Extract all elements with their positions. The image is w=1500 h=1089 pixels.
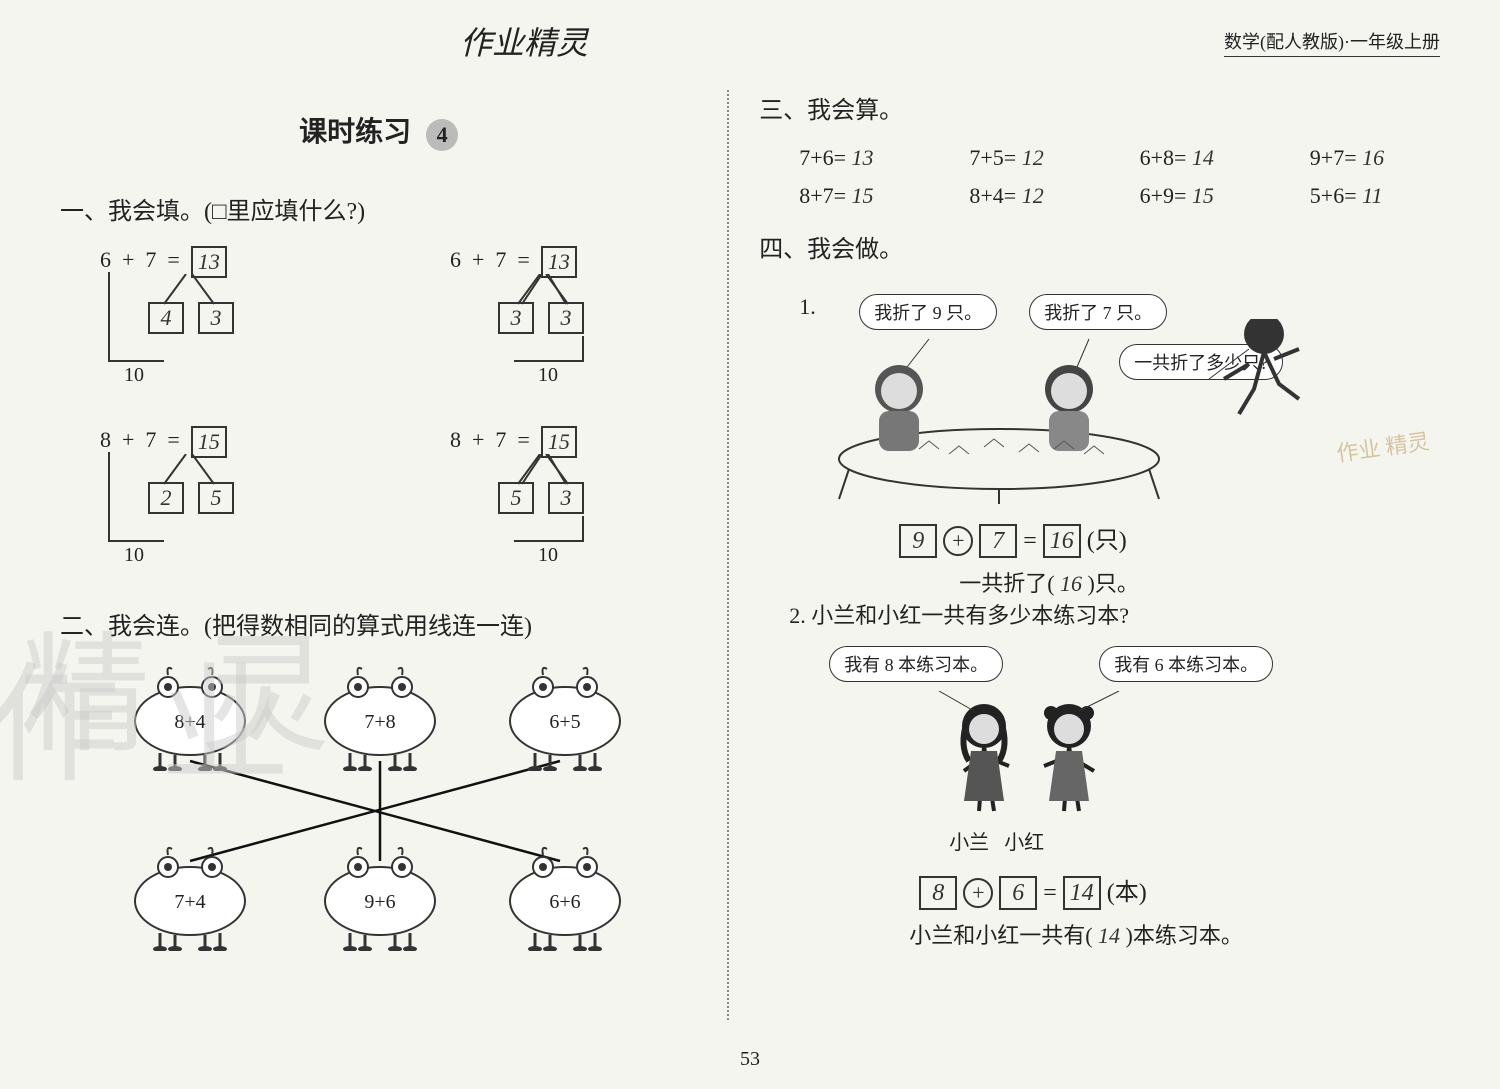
- frog-expression: 6+5: [495, 711, 635, 734]
- section-3-head: 三、我会算。: [759, 90, 1450, 125]
- equation-box: 9: [899, 524, 937, 558]
- word-problem-2: 2. 小兰和小红一共有多少本练习本? 我有 8 本练习本。 我有 6 本练习本。: [789, 598, 1450, 950]
- equation-unit: (本): [1107, 880, 1147, 906]
- section-2-head: 二、我会连。(把得数相同的算式用线连一连): [60, 606, 697, 641]
- decomposition-diagram: 8 + 7 = 152510: [100, 426, 330, 566]
- calc-item: 8+4= 12: [969, 183, 1109, 209]
- frog-card: 9+6: [310, 841, 450, 956]
- q4-1-num: 1.: [799, 294, 816, 320]
- frog-expression: 7+8: [310, 711, 450, 734]
- frog-card: 7+4: [120, 841, 260, 956]
- name-label: 小红: [1004, 832, 1044, 854]
- equation-answer: 16: [1043, 524, 1081, 558]
- lesson-title: 课时练习 4: [60, 110, 697, 151]
- answer-suffix: )只。: [1088, 571, 1139, 596]
- speech-bubble: 我有 8 本练习本。: [829, 646, 1003, 682]
- frog-expression: 7+4: [120, 891, 260, 914]
- section-1-head: 一、我会填。(□里应填什么?): [60, 191, 697, 226]
- calculation-grid: 7+6= 13 7+5= 12 6+8= 14 9+7= 16 8+7= 15 8+4= …: [799, 145, 1450, 209]
- kids-illustration: [809, 319, 1309, 509]
- frog-card: 8+4: [120, 661, 260, 776]
- page-number: 53: [740, 1048, 760, 1071]
- equation-box: 7: [979, 524, 1017, 558]
- frog-card: 6+5: [495, 661, 635, 776]
- equation-op: +: [943, 526, 973, 556]
- calc-item: 7+5= 12: [969, 145, 1109, 171]
- frog-card: 6+6: [495, 841, 635, 956]
- frog-expression: 6+6: [495, 891, 635, 914]
- calc-item: 6+8= 14: [1140, 145, 1280, 171]
- answer-sentence: 小兰和小红一共有( 14 )本练习本。: [909, 918, 1450, 950]
- brand-title: 作业精灵: [460, 18, 588, 64]
- answer-sentence: 一共折了( 16 )只。: [959, 566, 1450, 598]
- frog-expression: 8+4: [120, 711, 260, 734]
- answer-value: 16: [1060, 571, 1082, 596]
- calc-item: 9+7= 16: [1310, 145, 1450, 171]
- section-4-head: 四、我会做。: [759, 229, 1450, 264]
- decomposition-diagram: 6 + 7 = 133310: [450, 246, 680, 386]
- equation-unit: (只): [1087, 528, 1127, 554]
- decomposition-diagram: 8 + 7 = 155310: [450, 426, 680, 566]
- frog-expression: 9+6: [310, 891, 450, 914]
- calc-item: 8+7= 15: [799, 183, 939, 209]
- answer-prefix: 小兰和小红一共有(: [909, 923, 1092, 948]
- header-subject: 数学(配人教版)·一年级上册: [1224, 28, 1440, 57]
- equation-op: +: [963, 878, 993, 908]
- answer-suffix: )本练习本。: [1126, 923, 1243, 948]
- decomposition-diagram: 6 + 7 = 134310: [100, 246, 330, 386]
- q4-2-title: 2. 小兰和小红一共有多少本练习本?: [789, 598, 1450, 630]
- calc-item: 7+6= 13: [799, 145, 939, 171]
- name-label: 小兰: [949, 832, 989, 854]
- answer-prefix: 一共折了(: [959, 571, 1054, 596]
- equation-answer: 14: [1063, 876, 1101, 910]
- character-names: 小兰 小红: [949, 826, 1044, 855]
- lesson-number-badge: 4: [426, 119, 458, 151]
- speech-bubble: 我有 6 本练习本。: [1099, 646, 1273, 682]
- calc-item: 6+9= 15: [1140, 183, 1280, 209]
- calc-item: 5+6= 11: [1310, 183, 1450, 209]
- equation-line: 8 + 6 = 14 (本): [919, 872, 1450, 910]
- girls-illustration: [929, 691, 1129, 831]
- answer-value: 14: [1098, 923, 1120, 948]
- frog-matching-area: 8+4 7+8 6+5 7+4 9+6 6+6: [80, 661, 650, 961]
- frog-card: 7+8: [310, 661, 450, 776]
- equation-box: 6: [999, 876, 1037, 910]
- equation-line: 9 + 7 = 16 (只): [899, 520, 1450, 558]
- lesson-title-text: 课时练习: [299, 117, 411, 148]
- equation-box: 8: [919, 876, 957, 910]
